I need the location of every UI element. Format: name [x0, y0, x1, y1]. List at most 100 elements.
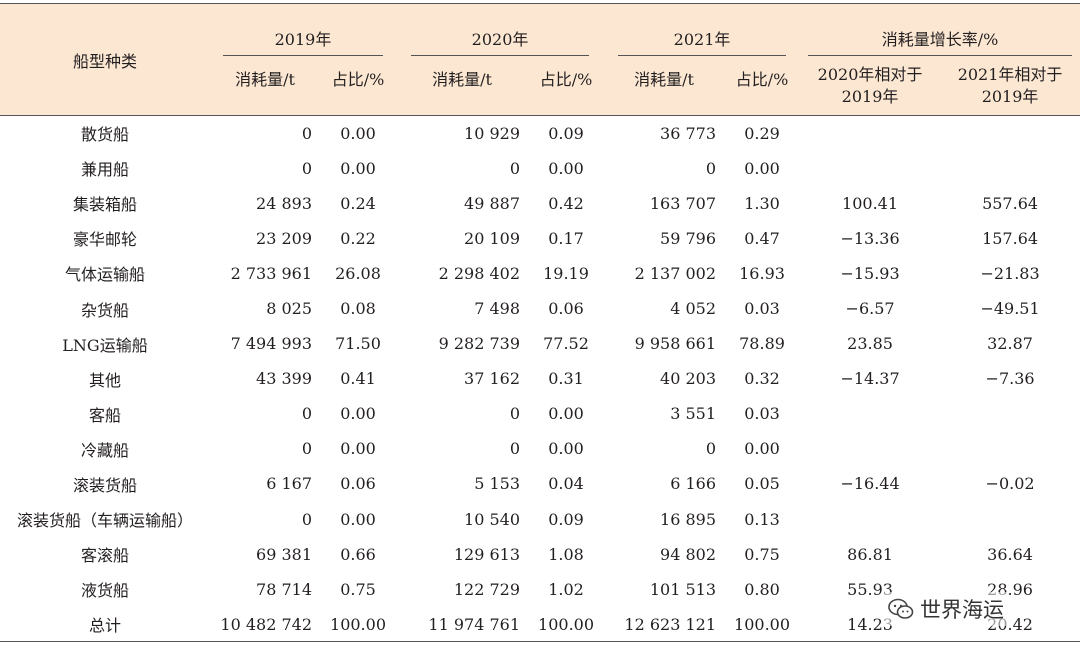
share-2021-cell: 100.00 [724, 606, 801, 643]
share-2020-cell: 0.00 [548, 404, 584, 424]
consumption-2020-cell: 129 613 [453, 544, 521, 564]
ship-type-cell: 液货船 [80, 581, 129, 601]
consumption-2021-cell: 2 137 002 [634, 263, 717, 283]
growth-2021-cell [940, 431, 1080, 466]
share-2019-cell: 0.00 [340, 404, 376, 424]
share-2020-cell: 1.02 [548, 579, 584, 599]
consumption-2021-cell: 101 513 [649, 579, 717, 599]
share-2021-cell: 0.05 [744, 474, 780, 494]
share-2021-cell: 0.75 [744, 544, 780, 564]
share-2020-cell: 0.17 [548, 228, 584, 248]
consumption-2019-cell: 0 [301, 439, 312, 459]
consumption-2019-cell: 23 209 [256, 228, 312, 248]
growth-2021-cell [940, 396, 1080, 431]
ship-type-cell: 总计 [0, 606, 210, 643]
consumption-2020-cell: 10 929 [464, 123, 521, 143]
share-2019-cell: 0.22 [340, 228, 376, 248]
share-2019-cell: 0.08 [340, 299, 376, 319]
share-2020-cell: 77.52 [543, 334, 589, 354]
watermark: 世界海运 [884, 592, 1008, 626]
share-2021-cell: 78.89 [739, 334, 785, 354]
share-2020-cell: 0.00 [548, 439, 584, 459]
growth-2020-header: 2020年相对于2019年 [800, 59, 941, 116]
growth-2020-cell: −15.93 [840, 263, 900, 283]
share-2019-cell: 0.75 [340, 579, 376, 599]
watermark-text: 世界海运 [920, 598, 1004, 622]
share-2019-header: 占比/% [320, 59, 397, 116]
ship-type-cell: 散货船 [80, 125, 129, 145]
wechat-icon [888, 598, 914, 619]
consumption-2019-cell: 7 494 993 [230, 334, 312, 354]
year-2021-header: 2021年 [604, 3, 801, 60]
consumption-2019-cell: 2 733 961 [230, 263, 312, 283]
consumption-2019-cell: 69 381 [256, 544, 312, 564]
growth-2020-cell [800, 116, 940, 151]
growth-2020-cell: −6.57 [845, 299, 895, 319]
consumption-2020-cell: 20 109 [464, 228, 521, 248]
table-row: 总计 10 482 742 100.00 11 974 761 100.00 12 623… [0, 606, 1080, 643]
table-row: 气体运输船 2 733 961 26.08 2 298 402 19.19 2 137 0… [0, 256, 1080, 291]
share-2019-cell: 0.41 [340, 369, 376, 389]
ship-type-cell: 集装箱船 [72, 195, 137, 215]
consumption-2019-cell: 78 714 [256, 579, 312, 599]
share-2019-cell: 0.24 [340, 193, 376, 213]
consumption-2020-cell: 0 [509, 439, 521, 459]
year-2019-header: 2019年 [210, 3, 397, 60]
consumption-2019-cell: 6 167 [266, 474, 312, 494]
consumption-2020-cell: 5 153 [474, 474, 521, 494]
table-row: 兼用船 0 0.00 0 0.00 0 0.00 [0, 151, 1080, 186]
growth-2021-header: 2021年相对于2019年 [940, 59, 1080, 116]
consumption-2021-header: 消耗量/t [604, 59, 725, 116]
share-2021-cell: 16.93 [739, 263, 785, 283]
share-2019-cell: 26.08 [335, 263, 381, 283]
share-2021-cell: 0.03 [744, 299, 780, 319]
consumption-2020-cell: 11 974 761 [396, 606, 529, 643]
growth-2020-cell: −14.37 [840, 369, 900, 389]
table-row: 滚装货船（车辆运输船） 0 0.00 10 540 0.09 16 895 0.13 [0, 502, 1080, 537]
consumption-2019-cell: 8 025 [266, 299, 312, 319]
growth-2020-cell: 55.93 [847, 579, 893, 599]
consumption-2019-cell: 0 [301, 123, 312, 143]
share-2020-cell: 0.42 [548, 193, 584, 213]
share-2020-cell: 0.09 [548, 123, 584, 143]
share-2019-cell: 0.00 [340, 439, 376, 459]
ship-type-cell: 豪华邮轮 [72, 230, 137, 250]
share-2021-cell: 0.32 [744, 369, 780, 389]
year-2020-header: 2020年 [396, 3, 605, 60]
consumption-2021-cell: 0 [705, 158, 717, 178]
growth-2020-cell [800, 151, 940, 186]
share-2021-cell: 0.03 [744, 404, 780, 424]
growth-2020-cell: −16.44 [840, 474, 900, 494]
consumption-2020-cell: 9 282 739 [438, 334, 521, 354]
consumption-2021-cell: 12 623 121 [604, 606, 725, 643]
growth-2021-cell [940, 151, 1080, 186]
consumption-2020-cell: 10 540 [464, 509, 521, 529]
share-2020-cell: 100.00 [528, 606, 605, 643]
growth-2020-cell: −13.36 [840, 228, 900, 248]
ship-type-cell: 客船 [88, 405, 121, 425]
share-2019-cell: 0.00 [340, 123, 376, 143]
ship-type-cell: 气体运输船 [64, 265, 145, 285]
share-2020-cell: 0.00 [548, 158, 584, 178]
consumption-2021-cell: 59 796 [660, 228, 717, 248]
consumption-2021-cell: 36 773 [660, 123, 717, 143]
table-row: 液货船 78 714 0.75 122 729 1.02 101 513 0.80 55.93… [0, 572, 1080, 607]
consumption-2020-cell: 37 162 [464, 369, 521, 389]
consumption-2021-cell: 94 802 [660, 544, 717, 564]
ship-type-header: 船型种类 [0, 3, 210, 116]
table-row: 其他 43 399 0.41 37 162 0.31 40 203 0.32 −14.37 −7… [0, 361, 1080, 396]
consumption-2021-cell: 0 [705, 439, 717, 459]
consumption-2021-cell: 4 052 [670, 299, 717, 319]
consumption-2019-cell: 0 [301, 158, 312, 178]
table-body: 散货船 0 0.00 10 929 0.09 36 773 0.29 兼用船 0 0.00 0 0.0… [0, 116, 1080, 643]
consumption-2019-cell: 24 893 [256, 193, 312, 213]
consumption-2020-cell: 0 [509, 158, 521, 178]
share-2021-cell: 1.30 [744, 193, 780, 213]
share-2020-cell: 1.08 [548, 544, 584, 564]
ship-type-cell: 滚装货船 [72, 475, 137, 495]
ship-type-cell: LNG运输船 [62, 335, 148, 355]
ship-type-cell: 杂货船 [80, 300, 129, 320]
share-2020-cell: 0.04 [548, 474, 584, 494]
share-2021-cell: 0.00 [744, 158, 780, 178]
